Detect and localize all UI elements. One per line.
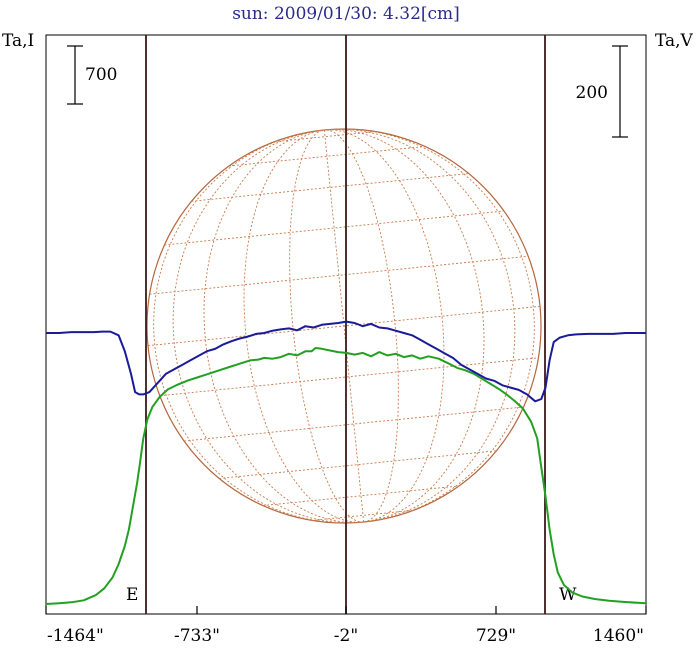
disk-meridian-7 bbox=[324, 129, 445, 523]
disk-parallel-5 bbox=[147, 305, 541, 347]
disk-parallel-0 bbox=[312, 509, 415, 521]
series-line-i bbox=[45, 347, 647, 605]
disk-parallel-4 bbox=[159, 357, 539, 397]
marker-label-w: W bbox=[559, 585, 577, 605]
disk-meridian-10 bbox=[324, 128, 535, 523]
disk-meridian-1 bbox=[172, 129, 364, 524]
x-tick-label-2: -2" bbox=[334, 626, 358, 646]
x-tick-label-1: -733" bbox=[174, 626, 220, 646]
x-tick-label-3: 729" bbox=[476, 626, 516, 646]
marker-label-e: E bbox=[126, 585, 138, 605]
disk-meridian-9 bbox=[324, 128, 516, 523]
x-tick-label-4: 1460" bbox=[593, 626, 644, 646]
disk-parallel-9 bbox=[228, 145, 425, 167]
disk-meridian-4 bbox=[289, 129, 364, 523]
solar-disk-overlay bbox=[146, 128, 542, 524]
disk-meridian-0 bbox=[153, 129, 364, 524]
series-group bbox=[45, 320, 647, 605]
right-scale-bar: 200 bbox=[576, 45, 628, 138]
disk-parallel-1 bbox=[263, 485, 460, 507]
disk-parallel-3 bbox=[184, 406, 524, 442]
disk-parallel-6 bbox=[149, 255, 529, 295]
x-tick-label-0: -1464" bbox=[47, 626, 104, 646]
left-axis-label: Ta,I bbox=[2, 31, 34, 51]
left-scale-bar: 700 bbox=[67, 45, 117, 105]
x-axis-ticks: -1464" -733" -2" 729" 1460" bbox=[45, 606, 647, 646]
left-scale-bar-label: 700 bbox=[85, 65, 117, 85]
right-scale-bar-label: 200 bbox=[576, 83, 608, 103]
disk-meridian-6 bbox=[324, 129, 399, 523]
chart-title: sun: 2009/01/30: 4.32[cm] bbox=[232, 4, 460, 24]
right-axis-label: Ta,V bbox=[655, 31, 694, 51]
disk-parallel-7 bbox=[164, 210, 504, 246]
series-line-v bbox=[46, 320, 646, 403]
disk-parallel-10 bbox=[273, 131, 376, 143]
